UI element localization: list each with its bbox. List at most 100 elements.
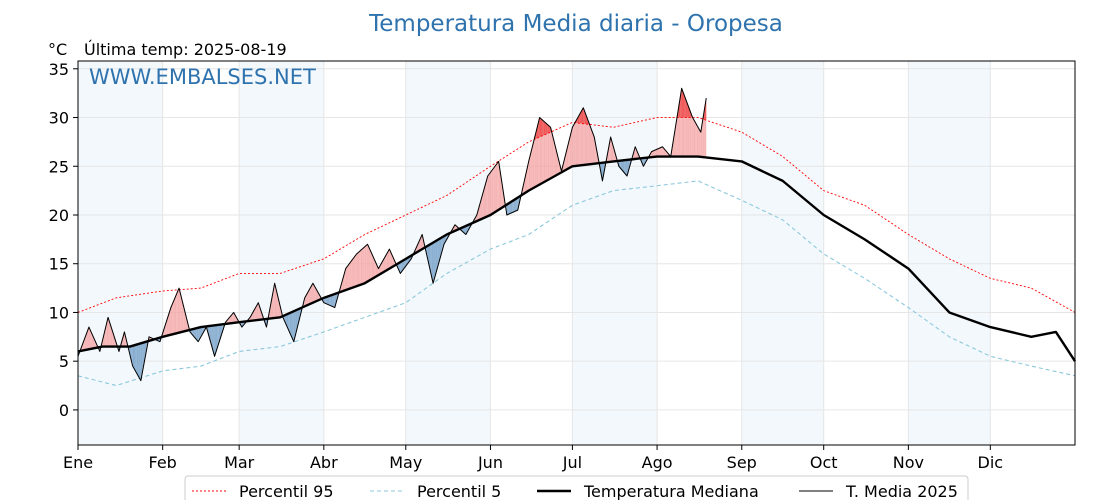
legend-item-median-label: Temperatura Mediana xyxy=(583,482,759,500)
fill-above-median xyxy=(363,246,365,284)
x-tick-label: Ago xyxy=(642,453,673,472)
fill-above-median xyxy=(554,143,557,177)
fill-above-p95 xyxy=(685,99,688,118)
fill-above-median xyxy=(381,261,383,274)
y-tick-label: 20 xyxy=(49,206,69,225)
fill-above-median xyxy=(549,126,551,180)
fill-above-median xyxy=(349,261,352,289)
fill-below-median xyxy=(431,242,434,284)
fill-above-median xyxy=(487,174,490,217)
fill-below-median xyxy=(295,310,297,337)
fill-above-median xyxy=(586,115,588,165)
fill-above-median xyxy=(386,251,389,271)
fill-above-median xyxy=(416,243,419,253)
fill-below-median xyxy=(516,197,518,211)
fill-above-median xyxy=(375,262,378,277)
fill-below-median xyxy=(132,345,134,369)
series-p5-line xyxy=(77,180,1076,387)
fill-below-median xyxy=(435,240,438,274)
fill-above-median xyxy=(352,257,354,288)
fill-above-median xyxy=(491,168,494,215)
fill-above-median xyxy=(666,151,669,157)
fill-below-median xyxy=(508,202,510,215)
fill-above-median xyxy=(94,339,96,349)
y-tick-label: 35 xyxy=(49,60,69,79)
fill-above-median xyxy=(359,250,361,286)
fill-above-p95 xyxy=(704,98,707,121)
fill-above-median xyxy=(696,124,699,157)
fill-above-median xyxy=(573,122,576,167)
fill-below-median xyxy=(195,328,197,341)
fill-above-median xyxy=(572,124,574,167)
y-tick-label: 30 xyxy=(49,109,69,128)
fill-above-median xyxy=(307,290,309,306)
fill-below-median xyxy=(515,198,517,212)
fill-below-median xyxy=(437,239,439,269)
fill-above-median xyxy=(318,292,320,301)
fill-below-median xyxy=(291,311,293,339)
fill-above-median xyxy=(183,304,185,332)
fill-above-median xyxy=(113,334,115,347)
fill-above-median xyxy=(482,190,484,219)
x-tick-label: Jul xyxy=(562,453,582,472)
fill-above-p95 xyxy=(545,122,547,135)
fill-above-median xyxy=(370,250,372,280)
fill-above-median xyxy=(688,106,690,157)
fill-above-median xyxy=(374,259,376,278)
fill-above-median xyxy=(569,132,572,168)
fill-below-median xyxy=(334,293,337,308)
fill-above-median xyxy=(693,119,696,157)
fill-above-median xyxy=(493,166,495,214)
fill-above-median xyxy=(588,122,591,165)
fill-above-median xyxy=(123,331,125,347)
fill-above-median xyxy=(546,123,548,181)
fill-above-median xyxy=(230,314,233,324)
fill-below-median xyxy=(513,199,516,212)
fill-above-median xyxy=(341,278,343,292)
fill-above-median xyxy=(535,128,537,187)
fill-above-p95 xyxy=(683,91,685,118)
x-tick-label: Sep xyxy=(727,453,757,472)
fill-above-median xyxy=(179,288,181,333)
fill-above-median xyxy=(274,283,277,318)
fill-above-median xyxy=(312,283,315,303)
fill-above-p95 xyxy=(542,119,544,136)
fill-below-median xyxy=(438,238,440,264)
fill-above-median xyxy=(658,147,660,157)
fill-below-median xyxy=(332,294,334,307)
fill-above-median xyxy=(480,195,483,220)
y-tick-label: 10 xyxy=(49,303,69,322)
fill-above-p95 xyxy=(681,88,684,118)
x-tick-label: Dic xyxy=(978,453,1004,472)
fill-above-median xyxy=(662,146,664,157)
fill-above-median xyxy=(373,256,375,279)
fill-above-median xyxy=(348,263,350,290)
fill-above-median xyxy=(382,258,384,273)
x-tick-label: Oct xyxy=(810,453,838,472)
fill-above-median xyxy=(543,121,546,183)
series-p95-line xyxy=(77,117,1076,313)
fill-below-median xyxy=(329,295,331,306)
month-band xyxy=(78,61,163,445)
fill-above-median xyxy=(547,124,550,180)
fill-below-median xyxy=(624,160,626,175)
series-2025-line xyxy=(77,87,707,382)
fill-above-p95 xyxy=(540,118,543,137)
fill-above-median xyxy=(652,150,655,157)
fill-above-median xyxy=(676,113,678,157)
fill-above-median xyxy=(489,172,491,216)
fill-below-median xyxy=(430,243,432,278)
fill-above-median xyxy=(383,256,386,272)
fill-below-median xyxy=(194,328,196,339)
fill-below-median xyxy=(620,160,622,170)
fill-below-median xyxy=(326,296,328,305)
fill-above-median xyxy=(176,291,178,334)
fill-above-median xyxy=(636,150,638,159)
y-tick-label: 25 xyxy=(49,157,69,176)
y-tick-label: 5 xyxy=(59,352,69,371)
fill-below-median xyxy=(506,203,509,215)
fill-below-median xyxy=(325,296,327,304)
fill-above-median xyxy=(564,154,566,171)
fill-below-median xyxy=(288,313,290,333)
